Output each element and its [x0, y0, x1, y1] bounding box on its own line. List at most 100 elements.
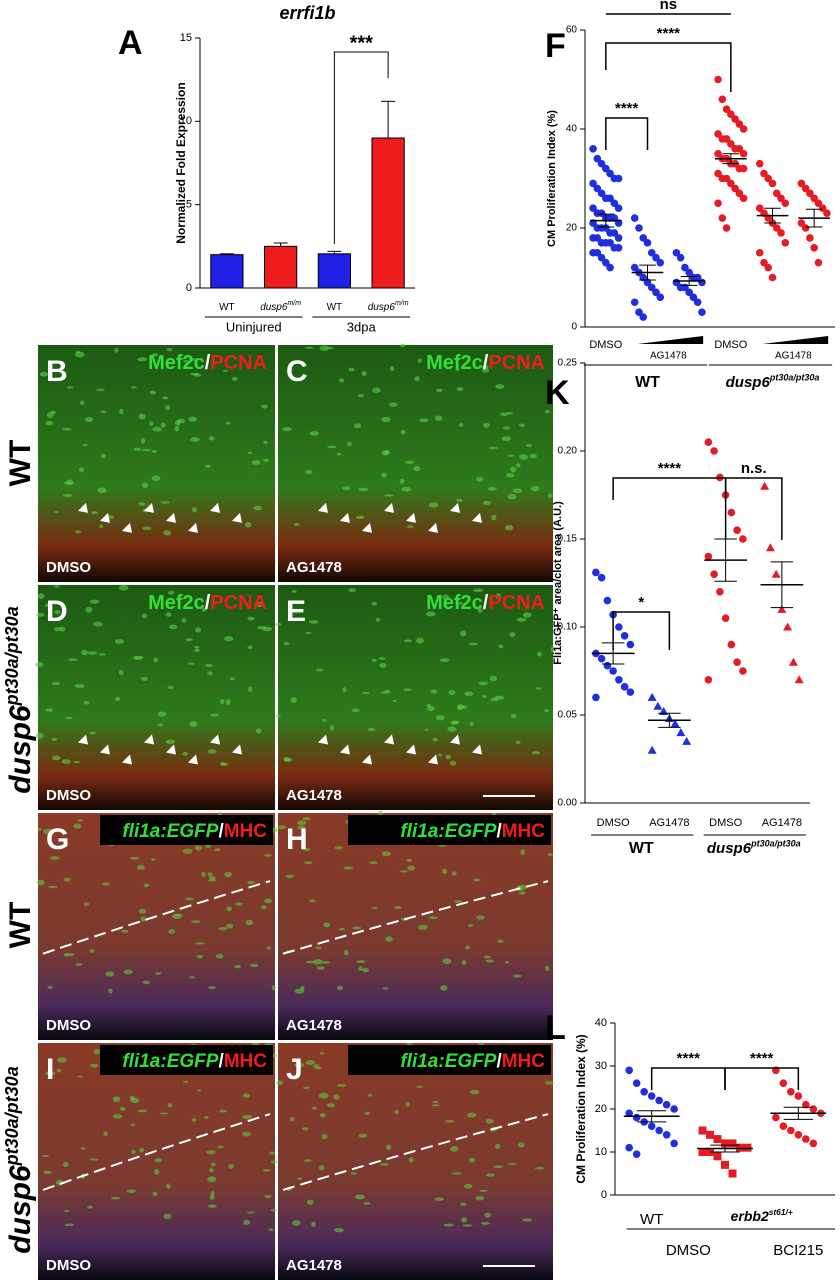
- data-point: [640, 1088, 648, 1096]
- data-point: [603, 661, 612, 670]
- cell: [154, 1168, 160, 1175]
- cell: [361, 370, 367, 376]
- cell: [220, 698, 225, 705]
- cell: [196, 1089, 202, 1092]
- cell: [513, 974, 522, 978]
- y-axis-label: CM Proliferation Index (%): [546, 110, 558, 247]
- stain-part: /: [205, 352, 211, 374]
- data-point: [593, 184, 602, 193]
- cell: [479, 1189, 488, 1192]
- stain-part: /: [483, 352, 489, 374]
- data-point: [653, 701, 663, 710]
- category: dusp6: [368, 302, 396, 313]
- cell: [407, 525, 414, 529]
- cell: [461, 1217, 467, 1223]
- cell: [65, 479, 74, 486]
- cell: [59, 626, 66, 632]
- cell: [473, 588, 484, 593]
- cell: [442, 958, 452, 965]
- cell: [226, 906, 232, 912]
- cell: [399, 870, 408, 873]
- cell: [93, 621, 103, 627]
- cell: [510, 466, 517, 473]
- stain: Mef2c/PCNA: [426, 352, 545, 374]
- cell: [385, 936, 393, 942]
- y-tick-label: 30: [595, 1060, 607, 1072]
- cell: [264, 1194, 272, 1198]
- cell: [190, 920, 201, 923]
- data-point: [655, 1126, 663, 1135]
- cell: [97, 487, 107, 494]
- cell: [224, 871, 233, 878]
- cell: [356, 960, 366, 964]
- y-tick-label: 0.10: [558, 622, 578, 633]
- cell: [208, 1204, 217, 1208]
- cell: [75, 530, 82, 534]
- x-tick-label: dusp6m/m: [368, 300, 409, 313]
- cell: [51, 681, 61, 686]
- data-point: [615, 623, 623, 631]
- data-point: [606, 194, 614, 203]
- data-point: [781, 199, 790, 208]
- cell: [152, 1191, 158, 1197]
- cell: [484, 1212, 491, 1218]
- cell: [313, 959, 323, 965]
- cell: [247, 616, 255, 621]
- cell: [247, 880, 255, 885]
- cell: [264, 1043, 274, 1046]
- panel-letter: K: [545, 374, 570, 412]
- cell: [525, 443, 533, 448]
- label: WT: [629, 840, 654, 857]
- cell: [112, 1114, 123, 1119]
- stain-box: [100, 1045, 273, 1075]
- cell: [206, 1150, 216, 1155]
- cell: [93, 1048, 101, 1055]
- y-tick-label: 10: [180, 115, 192, 127]
- significance: ****: [658, 460, 682, 477]
- data-point: [625, 1109, 633, 1118]
- data-point: [670, 719, 680, 728]
- cell: [544, 709, 550, 713]
- cell: [504, 960, 510, 964]
- data-point: [739, 149, 748, 158]
- cell: [380, 691, 386, 694]
- cell: [263, 440, 268, 445]
- panel-letter: A: [118, 24, 143, 62]
- data-point: [597, 189, 606, 198]
- data-point: [735, 145, 744, 153]
- data-point: [597, 573, 606, 582]
- cell: [348, 588, 356, 593]
- data-point: [727, 640, 736, 649]
- row-label: WT: [4, 902, 37, 949]
- label: dusp6pt30a/pt30a: [726, 373, 820, 391]
- cell: [355, 515, 365, 520]
- y-tick-label: 20: [595, 1103, 607, 1115]
- data-point: [783, 622, 793, 631]
- cell: [315, 946, 323, 950]
- data-point: [810, 244, 818, 252]
- cell: [305, 469, 313, 475]
- cell: [242, 1114, 253, 1120]
- data-point: [714, 130, 722, 138]
- cell: [522, 612, 532, 618]
- micrograph: [278, 1043, 553, 1280]
- data-point: [693, 273, 702, 282]
- treatment: AG1478: [286, 559, 342, 576]
- cell: [182, 360, 190, 363]
- data-point: [765, 543, 775, 552]
- data-point: [620, 683, 629, 691]
- injury-border: [282, 1113, 549, 1191]
- cell: [488, 446, 499, 450]
- cell: [491, 514, 497, 521]
- cell: [302, 1086, 310, 1090]
- cell: [188, 416, 197, 422]
- panel-letter: J: [286, 1053, 303, 1086]
- cell: [137, 357, 148, 362]
- cell: [205, 663, 213, 668]
- data-point: [639, 234, 648, 242]
- cell: [35, 732, 44, 739]
- stain: Mef2c/PCNA: [148, 352, 267, 374]
- cell: [118, 669, 124, 676]
- cell: [318, 1165, 325, 1171]
- cell: [133, 447, 142, 451]
